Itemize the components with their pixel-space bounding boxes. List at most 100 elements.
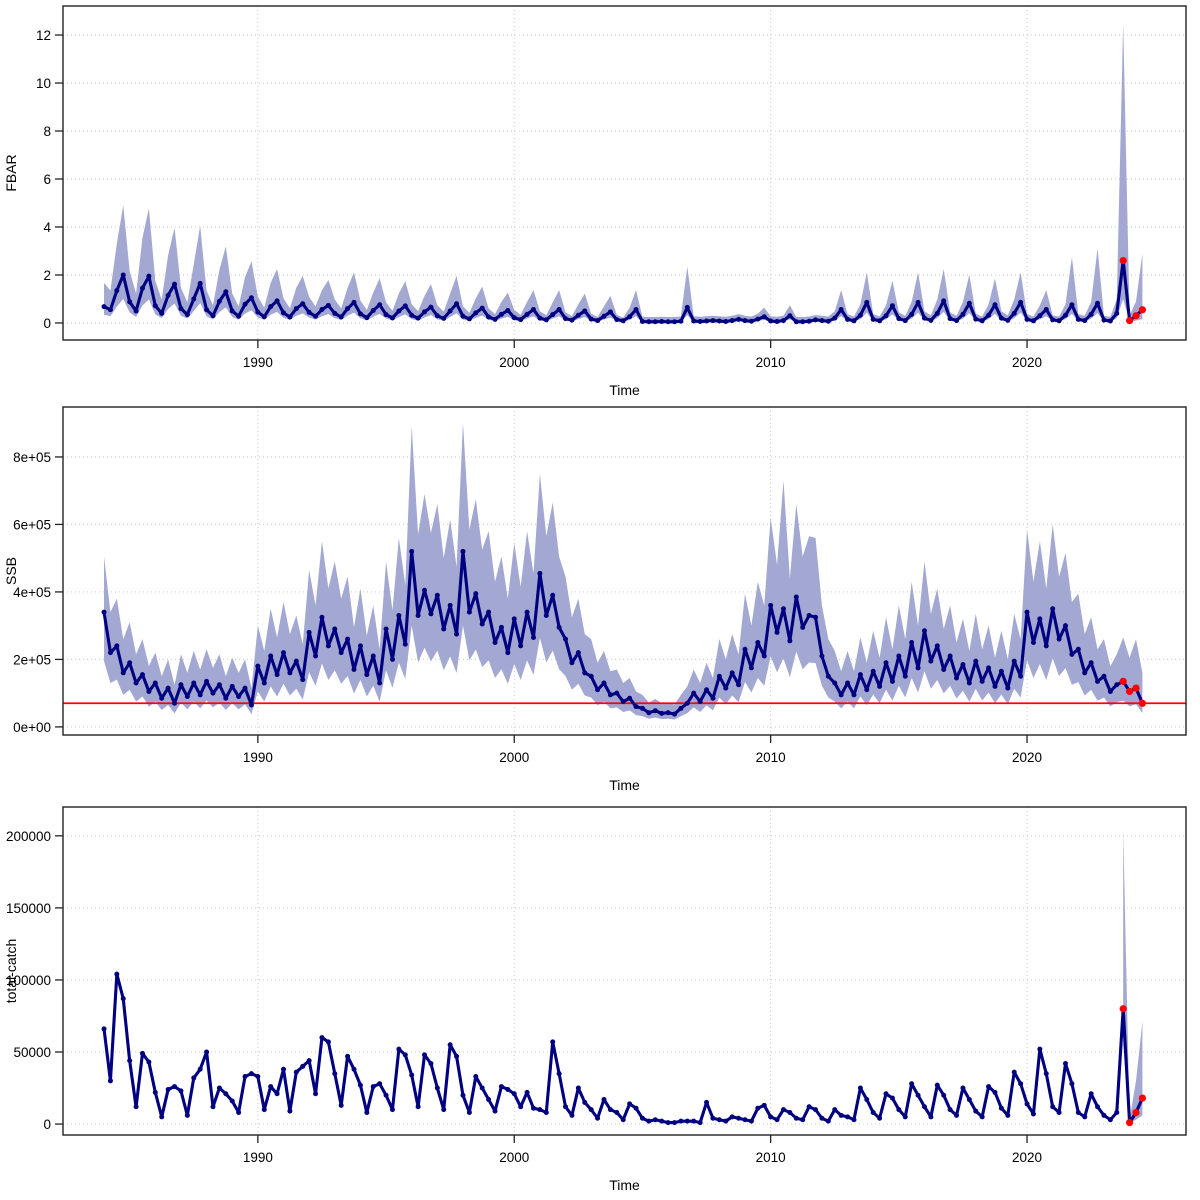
y-tick-label: 0 [43,316,51,331]
data-point [1043,1071,1049,1077]
data-point [524,1089,530,1095]
data-point [505,307,511,313]
data-point [1050,606,1056,612]
data-point [652,319,658,325]
data-point [710,1115,716,1121]
data-point [755,1105,761,1111]
data-point [101,304,107,310]
data-point [684,700,690,706]
data-point [242,301,248,307]
data-point [300,1063,306,1069]
data-point [486,1097,492,1103]
fbar-panel: 0 2 4 6 8 10 12 1990 2000 2010 2020 Time FBAR [3,5,1187,398]
data-point [896,653,902,659]
data-point [633,307,639,313]
data-point [441,315,447,321]
x-tick-label: 2010 [756,1150,786,1165]
data-point [1018,299,1024,305]
data-point [1069,651,1075,657]
x-tick-label: 1990 [243,355,273,370]
data-point [454,301,460,307]
data-point [402,303,408,309]
data-point [447,308,453,314]
data-point [819,653,825,659]
data-point [178,306,184,312]
data-point [1024,609,1030,615]
data-point [1075,646,1081,652]
data-point [434,313,440,319]
data-point [434,1085,440,1091]
data-point [1024,1101,1030,1107]
data-point [146,1059,152,1065]
data-point [511,616,517,622]
x-axis-title: Time [609,1177,640,1193]
data-point [293,658,299,664]
data-point [620,699,626,705]
data-point [114,288,120,294]
data-point [550,592,556,598]
data-point [1037,1046,1043,1052]
data-point [716,318,722,324]
data-point [902,318,908,324]
data-point [639,705,645,711]
data-point [569,660,575,666]
data-point [101,609,107,615]
data-point [236,1110,242,1116]
y-tick-label: 12 [36,28,51,43]
data-point [165,1086,171,1092]
data-point [864,1097,870,1103]
data-point [242,1073,248,1079]
data-point [716,673,722,679]
data-point [473,1073,479,1079]
data-point [832,315,838,321]
data-point [941,1092,947,1098]
forecast-point [1119,256,1127,265]
x-tick-label: 2010 [756,355,786,370]
data-point [813,614,819,620]
data-point [197,692,203,698]
data-point [1107,688,1113,694]
data-point [787,1110,793,1116]
data-point [1107,318,1113,324]
data-point [761,653,767,659]
data-point [396,308,402,314]
data-point [838,307,844,313]
data-point [396,613,402,619]
data-point [1005,317,1011,323]
data-point [915,299,921,305]
data-point [210,1104,216,1110]
data-point [1114,310,1120,316]
data-point [248,295,254,301]
data-point [736,316,742,322]
data-point [537,570,543,576]
data-point [671,1120,677,1126]
data-point [255,663,261,669]
data-point [550,1039,556,1045]
data-point [716,1117,722,1123]
y-axis-title: FBAR [3,154,19,191]
data-point [422,309,428,315]
data-point [543,613,549,619]
y-tick-label: 150000 [6,901,51,916]
data-point [1030,1111,1036,1117]
data-point [601,313,607,319]
data-point [915,1092,921,1098]
data-point [954,675,960,681]
data-point [896,1107,902,1113]
data-point [524,609,530,615]
data-point [261,680,267,686]
data-point [800,319,806,325]
data-point [460,548,466,554]
data-point [306,1058,312,1064]
data-point [870,316,876,322]
data-point [986,665,992,671]
data-point [665,319,671,325]
y-tick-label: 0e+00 [13,720,51,735]
data-point [389,315,395,321]
data-point [280,650,286,656]
data-point [889,303,895,309]
data-point [857,672,863,678]
data-point [184,1112,190,1118]
data-point [998,315,1004,321]
